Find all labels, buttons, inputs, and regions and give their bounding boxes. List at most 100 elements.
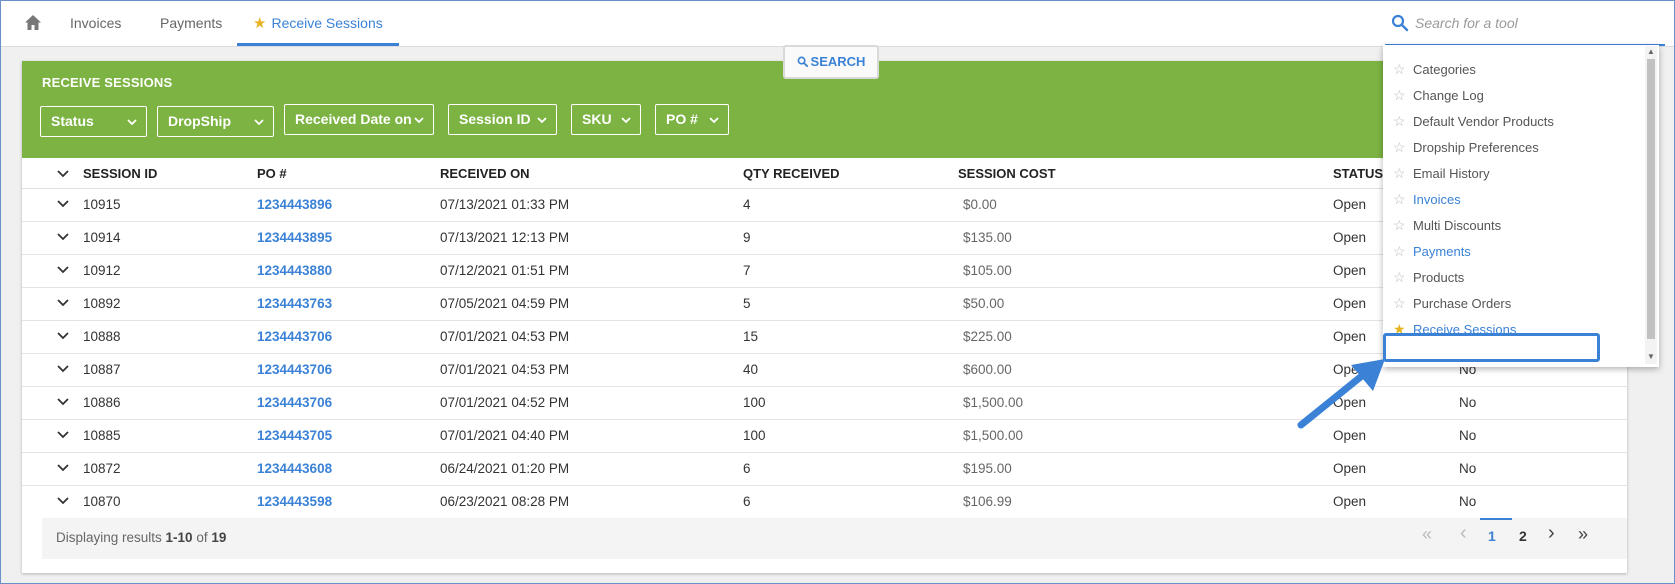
chevron-down-icon[interactable]	[56, 298, 70, 308]
dropdown-item-categories[interactable]: ☆ Categories	[1393, 58, 1476, 80]
chevron-down-icon	[709, 117, 719, 124]
session-cost: $50.00	[963, 296, 1005, 311]
dropship: No	[1459, 461, 1477, 476]
tab-receive-sessions[interactable]: ★ Receive Sessions	[237, 1, 399, 46]
dropdown-item-label: Change Log	[1413, 88, 1484, 103]
tab-payments[interactable]: Payments	[144, 1, 238, 46]
last-page-icon[interactable]: »	[1578, 524, 1589, 544]
chevron-down-icon[interactable]	[56, 199, 70, 209]
session-cost: $225.00	[963, 329, 1012, 344]
home-icon[interactable]	[23, 13, 43, 33]
received-on: 07/01/2021 04:53 PM	[440, 362, 570, 377]
qty-received: 40	[743, 362, 759, 377]
filter-dropship[interactable]: DropShip	[157, 106, 274, 137]
chevron-down-icon	[254, 119, 264, 126]
search-button-label: SEARCH	[810, 54, 866, 69]
status: Open	[1333, 395, 1367, 410]
star-outline-icon[interactable]: ☆	[1393, 217, 1406, 233]
session-id: 10886	[83, 395, 121, 410]
session-id: 10887	[83, 362, 121, 377]
chevron-down-icon[interactable]	[56, 463, 70, 473]
filter-received-date[interactable]: Received Date on	[284, 104, 434, 135]
column-header[interactable]: PO #	[257, 166, 287, 181]
chevron-down-icon[interactable]	[56, 496, 70, 506]
column-header[interactable]: SESSION COST	[958, 166, 1056, 181]
star-outline-icon[interactable]: ☆	[1393, 295, 1406, 311]
page-2-button[interactable]: 2	[1519, 528, 1527, 544]
dropship: No	[1459, 494, 1477, 509]
table-row: 10870 1234443598 06/23/2021 08:28 PM 6 $…	[22, 486, 1627, 519]
po-link[interactable]: 1234443763	[257, 296, 333, 311]
status: Open	[1333, 197, 1367, 212]
tab-invoices[interactable]: Invoices	[54, 1, 137, 46]
column-header[interactable]: SESSION ID	[83, 166, 158, 181]
filter-session-id[interactable]: Session ID	[448, 104, 557, 135]
dropdown-scrollbar[interactable]: ▲ ▼	[1645, 46, 1657, 364]
filter-label: Received Date on	[295, 111, 412, 127]
star-outline-icon[interactable]: ☆	[1393, 165, 1406, 181]
po-link[interactable]: 1234443705	[257, 428, 333, 443]
chevron-down-icon[interactable]	[56, 430, 70, 440]
current-page-indicator	[1480, 518, 1512, 520]
dropdown-item-dropship-preferences[interactable]: ☆ Dropship Preferences	[1393, 136, 1539, 158]
star-outline-icon[interactable]: ☆	[1393, 243, 1406, 259]
chevron-down-icon[interactable]	[56, 364, 70, 374]
first-page-icon[interactable]: «	[1422, 524, 1433, 544]
dropdown-item-products[interactable]: ☆ Products	[1393, 266, 1464, 288]
filter-sku[interactable]: SKU	[571, 104, 641, 135]
star-outline-icon[interactable]: ☆	[1393, 191, 1406, 207]
filter-po[interactable]: PO #	[655, 104, 729, 135]
po-link[interactable]: 1234443706	[257, 362, 333, 377]
table-row: 10912 1234443880 07/12/2021 01:51 PM 7 $…	[22, 255, 1627, 288]
column-header[interactable]: STATUS	[1333, 166, 1384, 181]
received-on: 07/05/2021 04:59 PM	[440, 296, 570, 311]
dropdown-item-multi-discounts[interactable]: ☆ Multi Discounts	[1393, 214, 1501, 236]
search-button[interactable]: SEARCH	[783, 45, 879, 79]
po-link[interactable]: 1234443706	[257, 329, 333, 344]
table-row: 10892 1234443763 07/05/2021 04:59 PM 5 $…	[22, 288, 1627, 321]
star-outline-icon[interactable]: ☆	[1393, 269, 1406, 285]
dropdown-item-invoices[interactable]: ☆ Invoices	[1393, 188, 1461, 210]
filter-status[interactable]: Status	[40, 106, 147, 137]
tool-search-dropdown: ☆ Categories ☆ Change Log ☆ Default Vendor …	[1383, 45, 1659, 367]
dropdown-item-default-vendor-products[interactable]: ☆ Default Vendor Products	[1393, 110, 1554, 132]
dropdown-item-purchase-orders[interactable]: ☆ Purchase Orders	[1393, 292, 1511, 314]
po-link[interactable]: 1234443880	[257, 263, 333, 278]
table-body: 10915 1234443896 07/13/2021 01:33 PM 4 $…	[22, 189, 1627, 519]
star-outline-icon[interactable]: ☆	[1393, 139, 1406, 155]
qty-received: 100	[743, 395, 766, 410]
chevron-down-icon[interactable]	[56, 232, 70, 242]
table-row: 10885 1234443705 07/01/2021 04:40 PM 100…	[22, 420, 1627, 453]
status: Open	[1333, 230, 1367, 245]
session-id: 10885	[83, 428, 121, 443]
chevron-down-icon[interactable]	[56, 265, 70, 275]
po-link[interactable]: 1234443608	[257, 461, 333, 476]
po-link[interactable]: 1234443895	[257, 230, 333, 245]
session-id: 10872	[83, 461, 121, 476]
column-header[interactable]: QTY RECEIVED	[743, 166, 840, 181]
chevron-down-icon[interactable]	[56, 397, 70, 407]
dropdown-item-payments[interactable]: ☆ Payments	[1393, 240, 1471, 262]
results-summary: Displaying results 1-10 of 19	[56, 530, 226, 545]
column-header[interactable]: RECEIVED ON	[440, 166, 530, 181]
star-outline-icon[interactable]: ☆	[1393, 87, 1406, 103]
next-page-icon[interactable]: ›	[1548, 522, 1555, 544]
highlight-box	[1383, 333, 1600, 362]
star-outline-icon[interactable]: ☆	[1393, 61, 1406, 77]
dropdown-item-email-history[interactable]: ☆ Email History	[1393, 162, 1490, 184]
scroll-thumb[interactable]	[1647, 59, 1655, 339]
qty-received: 4	[743, 197, 751, 212]
po-link[interactable]: 1234443706	[257, 395, 333, 410]
dropship: No	[1459, 428, 1477, 443]
chevron-down-icon[interactable]	[56, 169, 70, 179]
page-1-button[interactable]: 1	[1488, 528, 1496, 544]
scroll-down-icon[interactable]: ▼	[1647, 352, 1655, 361]
po-link[interactable]: 1234443598	[257, 494, 333, 509]
scroll-up-icon[interactable]: ▲	[1647, 47, 1655, 56]
po-link[interactable]: 1234443896	[257, 197, 333, 212]
search-input[interactable]	[1415, 11, 1655, 35]
star-outline-icon[interactable]: ☆	[1393, 113, 1406, 129]
dropdown-item-change-log[interactable]: ☆ Change Log	[1393, 84, 1484, 106]
chevron-down-icon[interactable]	[56, 331, 70, 341]
prev-page-icon[interactable]: ‹	[1460, 522, 1467, 544]
